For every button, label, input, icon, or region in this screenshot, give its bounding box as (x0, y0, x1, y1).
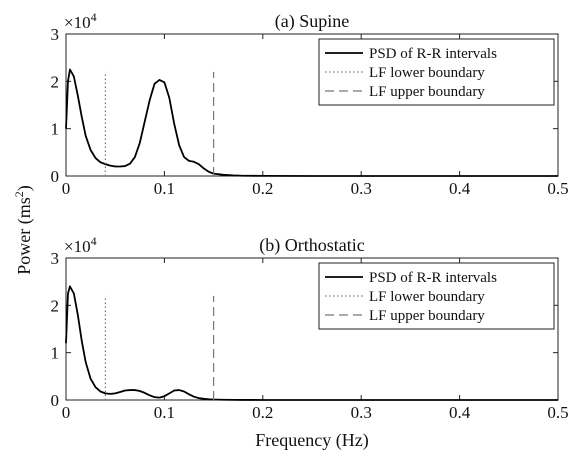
y-tick-label: 0 (51, 167, 60, 186)
y-axis-multiplier-exponent: 4 (91, 10, 97, 24)
y-axis-label-end: ) (14, 185, 35, 191)
legend-label: LF lower boundary (369, 65, 485, 81)
y-axis-multiplier-exponent: 4 (91, 234, 97, 248)
x-tick-label: 0.3 (351, 403, 372, 422)
x-tick-label: 0.5 (547, 179, 568, 198)
y-tick-label: 0 (51, 391, 60, 410)
y-tick-label: 2 (51, 296, 60, 315)
series-line-0 (65, 68, 558, 177)
x-tick-label: 0.1 (154, 403, 175, 422)
legend-label: PSD of R-R intervals (369, 270, 497, 286)
y-axis-label-superscript: 2 (12, 191, 26, 197)
legend-label: PSD of R-R intervals (369, 46, 497, 62)
y-axis-label: Power (ms2) (12, 185, 35, 275)
x-tick-label: 0 (62, 179, 71, 198)
x-tick-label: 0.2 (252, 179, 273, 198)
y-axis-multiplier-base: ×10 (64, 237, 91, 256)
y-tick-label: 1 (51, 344, 60, 363)
panel-title: (b) Orthostatic (259, 235, 364, 256)
y-tick-label: 3 (51, 249, 60, 268)
legend-label: LF lower boundary (369, 289, 485, 305)
y-tick-label: 1 (51, 120, 60, 139)
panel-title: (a) Supine (275, 11, 349, 32)
legend-label: LF upper boundary (369, 308, 485, 324)
x-tick-label: 0.5 (547, 403, 568, 422)
panel-0: (a) Supine 0 0.1 0.2 0.3 0.4 0.5 0 1 2 3×104 PSD of… (51, 10, 568, 198)
legend: PSD of R-R intervals LF lower boundary LF … (318, 38, 555, 106)
y-axis-label-main: Power (ms (14, 197, 35, 275)
x-tick-label: 0.3 (351, 179, 372, 198)
y-axis-multiplier: ×104 (64, 10, 97, 32)
x-tick-label: 0 (62, 403, 71, 422)
x-tick-label: 0.1 (154, 179, 175, 198)
x-tick-label: 0.2 (252, 403, 273, 422)
x-axis-label: Frequency (Hz) (255, 430, 368, 451)
x-tick-label: 0.4 (449, 179, 471, 198)
y-tick-label: 2 (51, 72, 60, 91)
x-tick-label: 0.4 (449, 403, 471, 422)
y-axis-multiplier-base: ×10 (64, 13, 91, 32)
panel-1: (b) Orthostatic 0 0.1 0.2 0.3 0.4 0.5 0 1 2 3×104 P… (51, 234, 568, 422)
y-axis-multiplier: ×104 (64, 234, 97, 256)
y-tick-label: 3 (51, 25, 60, 44)
legend: PSD of R-R intervals LF lower boundary LF … (318, 262, 555, 330)
legend-label: LF upper boundary (369, 84, 485, 100)
series-line-0 (65, 285, 558, 401)
